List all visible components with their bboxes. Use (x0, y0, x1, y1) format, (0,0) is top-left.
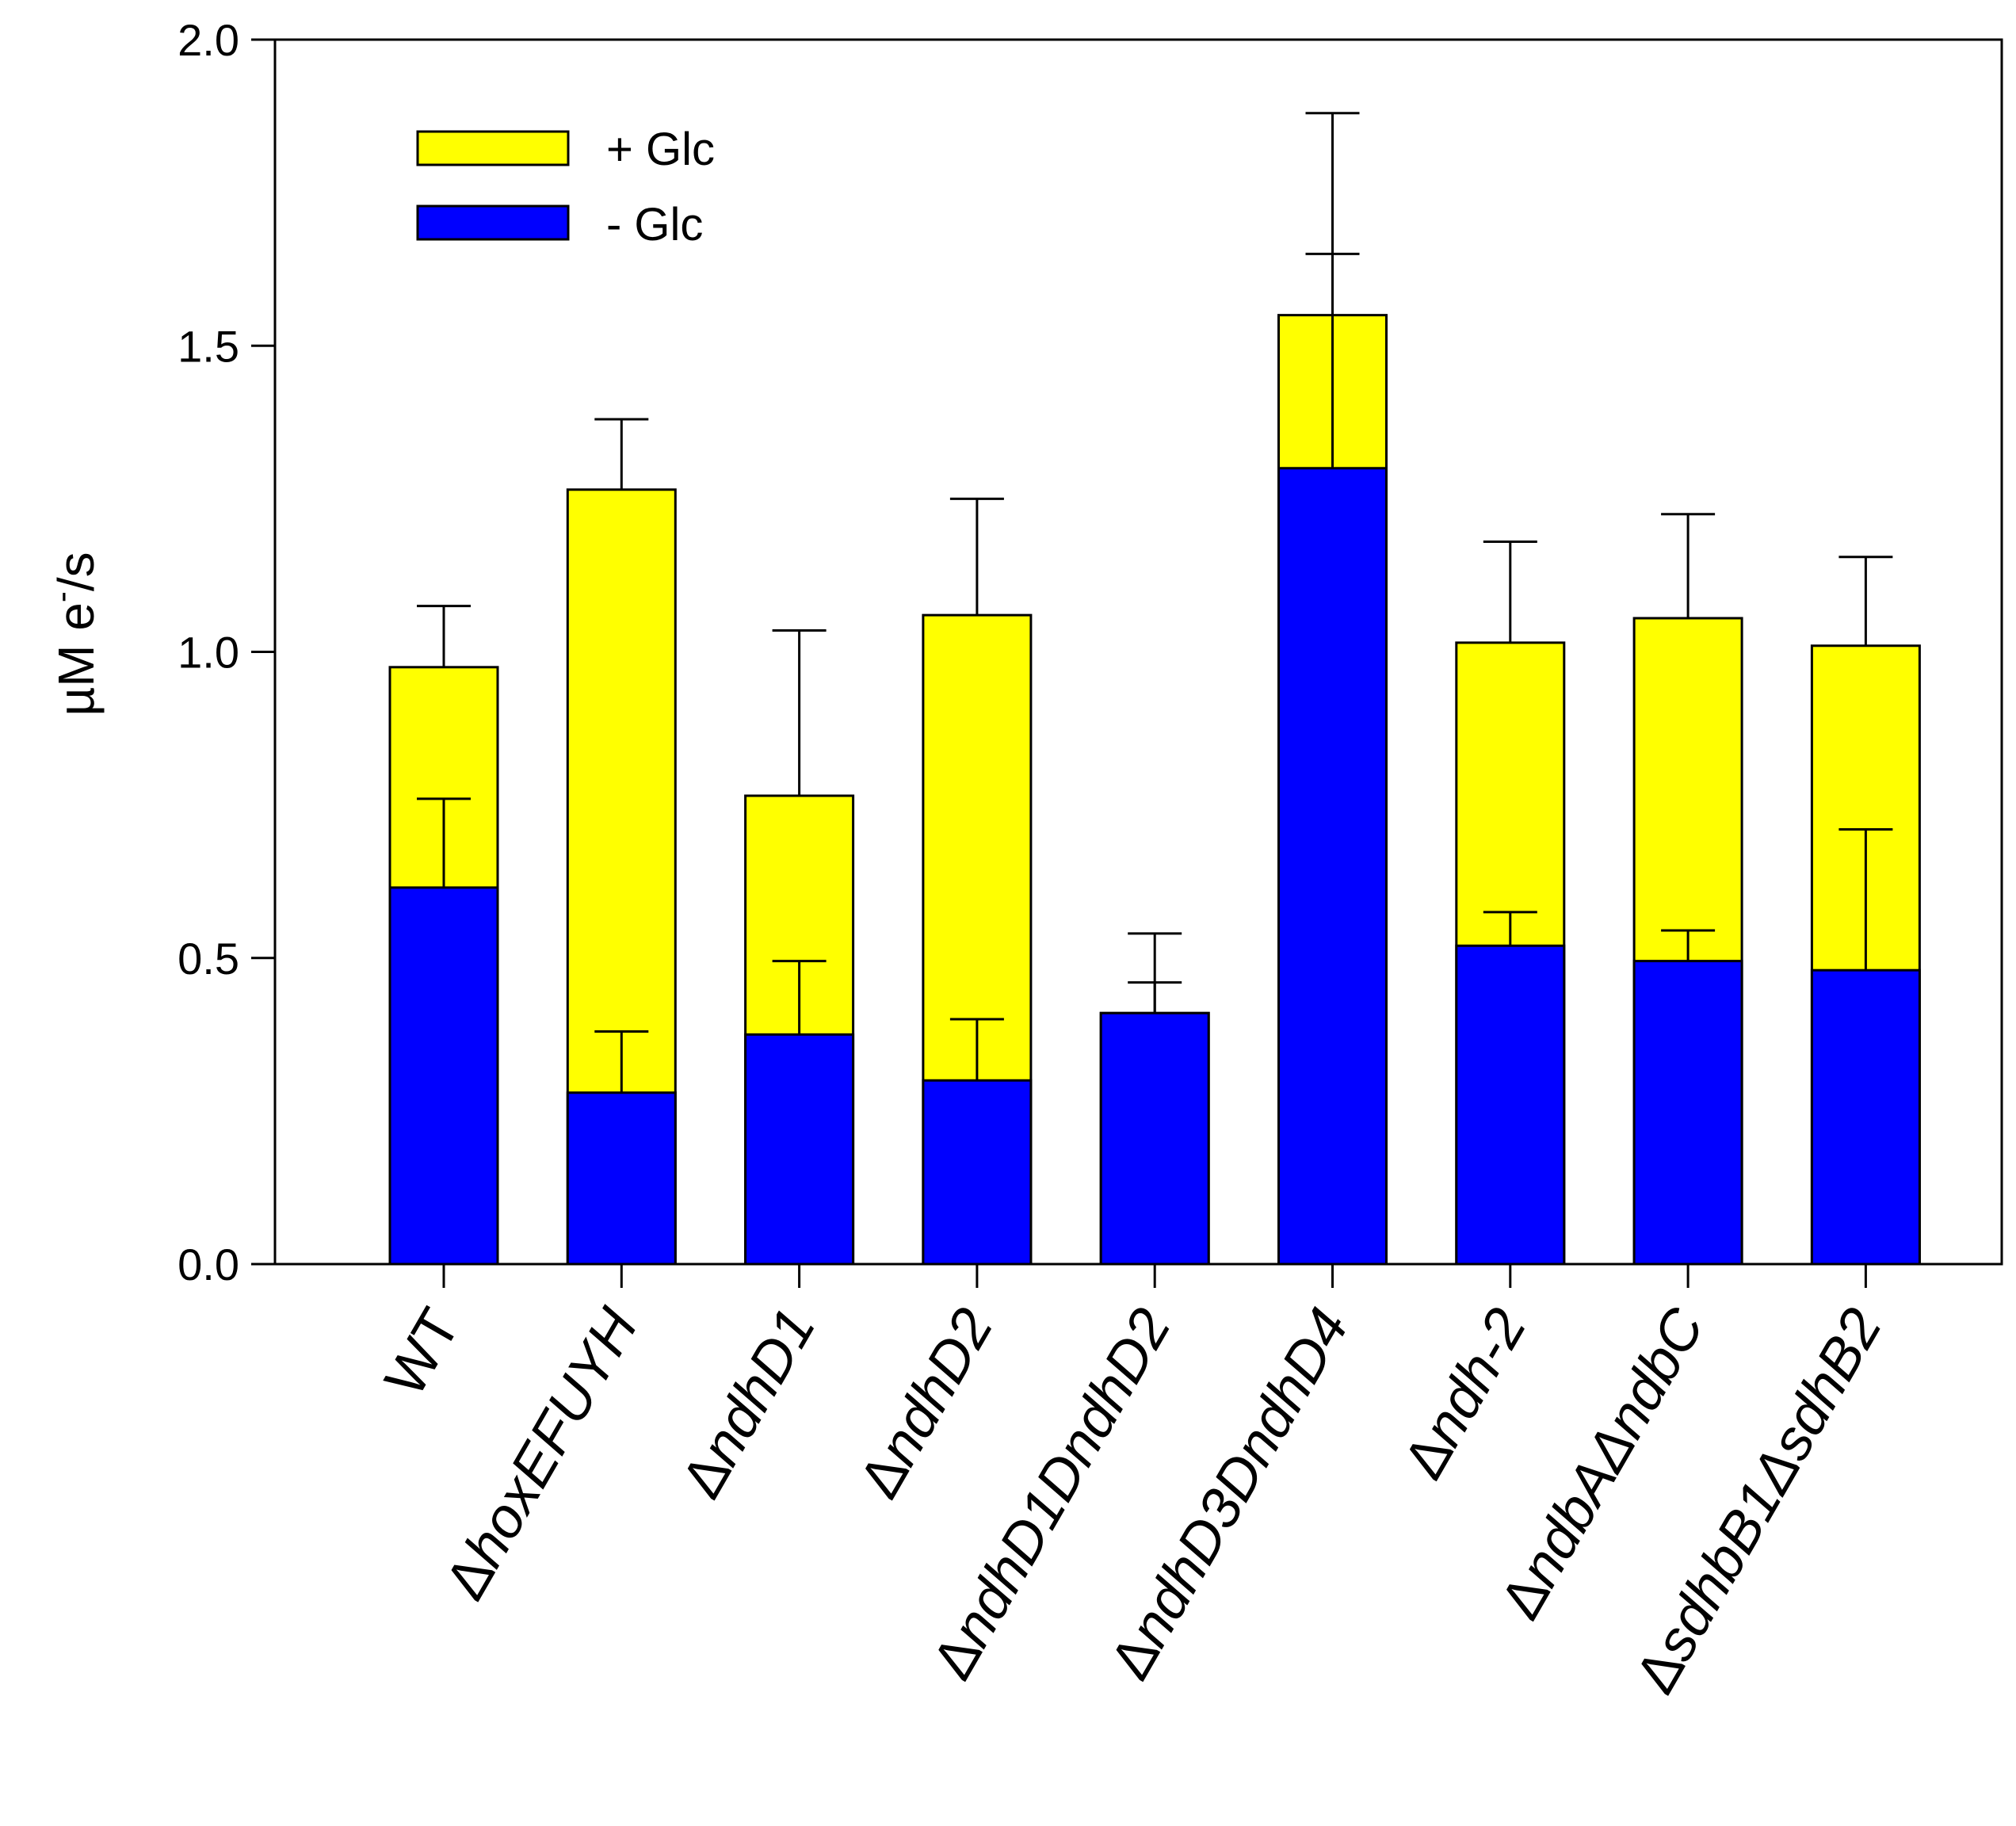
x-tick-label-6: Δndh-2 (1392, 1298, 1538, 1489)
x-tick-label-1: ΔhoxEFUYH (433, 1297, 651, 1610)
bar-minus-glc-0 (388, 886, 499, 1266)
x-tick-label-3: ΔndhD2 (847, 1298, 1005, 1508)
bar-minus-glc-2 (744, 1033, 855, 1266)
bar-minus-glc-3 (922, 1079, 1033, 1266)
y-tick-label-2: 1.0 (178, 628, 239, 678)
legend-label-minus-glc: - Glc (606, 199, 703, 250)
legend-swatch-minus-glc (416, 204, 570, 241)
y-tick-label-4: 2.0 (178, 15, 239, 65)
y-tick-label-1: 0.5 (178, 934, 239, 984)
bar-minus-glc-6 (1455, 944, 1566, 1266)
bar-minus-glc-7 (1632, 960, 1743, 1266)
bar-minus-glc-8 (1810, 968, 1921, 1266)
y-axis-title: µM e-/s (43, 552, 105, 716)
bars-layer (388, 314, 1921, 1266)
y-tick-label-3: 1.5 (178, 321, 239, 371)
bar-minus-glc-1 (566, 1091, 677, 1266)
x-tick-label-2: ΔndhD1 (670, 1298, 827, 1508)
axes-layer: 0.0 0.5 1.0 1.5 2.0 (178, 15, 2003, 1289)
x-tick-label-0: WT (373, 1298, 472, 1407)
y-tick-label-0: 0.0 (178, 1240, 239, 1289)
legend-swatch-plus-glc (416, 130, 570, 166)
bar-minus-glc-4 (1099, 1011, 1210, 1266)
legend: + Glc - Glc (416, 124, 715, 250)
bar-minus-glc-5 (1277, 467, 1388, 1266)
legend-label-plus-glc: + Glc (606, 124, 715, 175)
error-bars-layer (417, 112, 1893, 1093)
